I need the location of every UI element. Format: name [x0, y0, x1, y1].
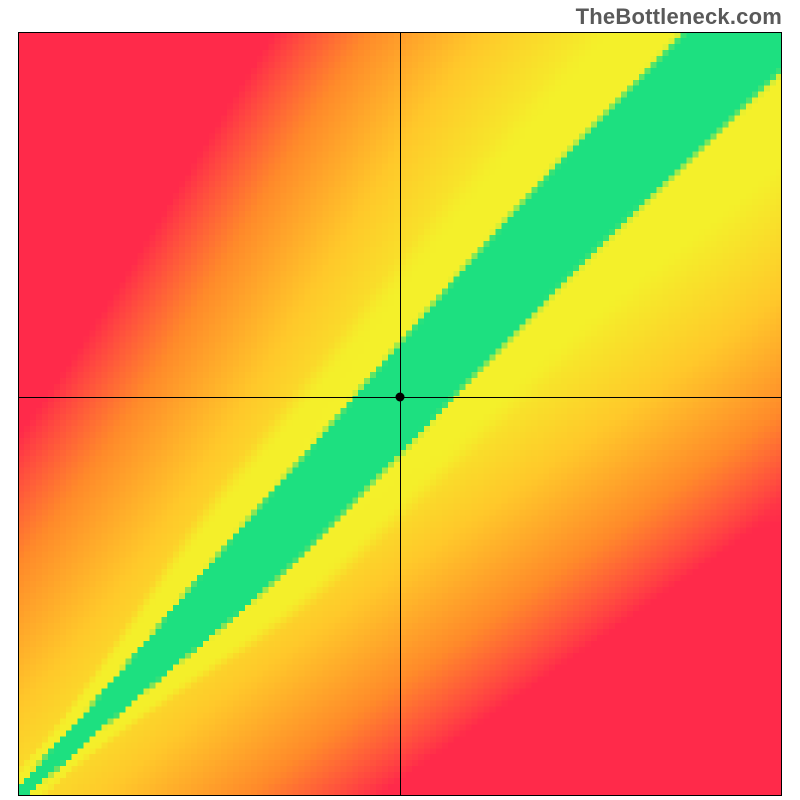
crosshair-vertical — [400, 32, 401, 796]
watermark-text: TheBottleneck.com — [576, 4, 782, 30]
chart-container: TheBottleneck.com — [0, 0, 800, 800]
crosshair-dot — [396, 393, 405, 402]
